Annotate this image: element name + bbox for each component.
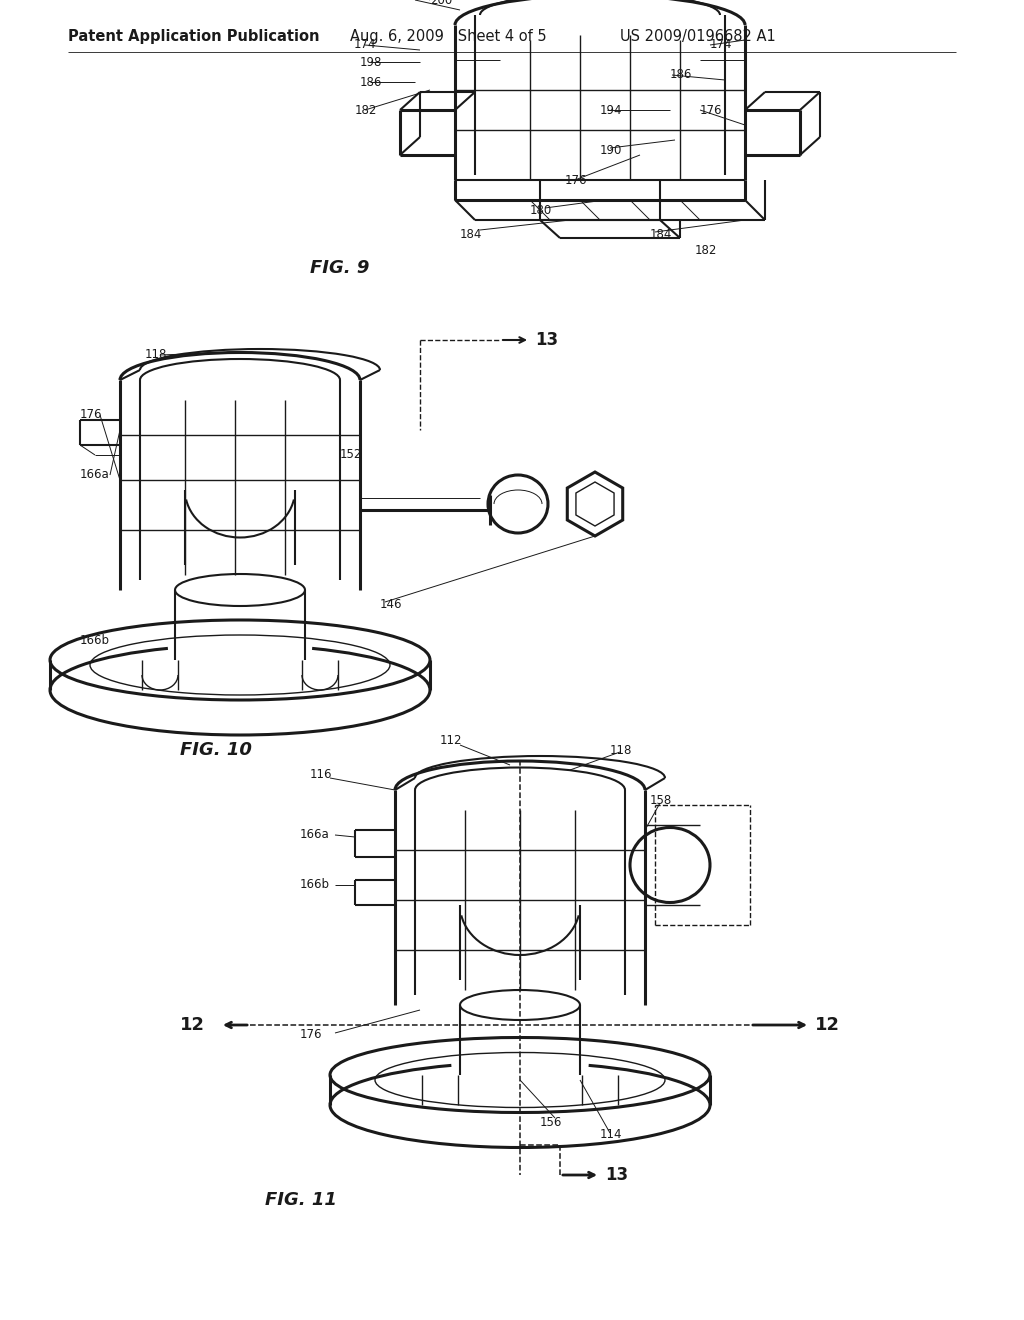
Text: 13: 13 <box>535 331 558 348</box>
Text: 198: 198 <box>360 55 382 69</box>
Text: 166b: 166b <box>300 879 330 891</box>
Text: 152: 152 <box>340 449 362 462</box>
Text: 166b: 166b <box>80 634 110 647</box>
Text: FIG. 10: FIG. 10 <box>180 741 252 759</box>
Text: 186: 186 <box>360 75 382 88</box>
Text: 182: 182 <box>695 243 718 256</box>
Text: 176: 176 <box>80 408 102 421</box>
Text: FIG. 9: FIG. 9 <box>310 259 370 277</box>
Text: 200: 200 <box>430 0 453 7</box>
Text: 146: 146 <box>380 598 402 611</box>
Text: 12: 12 <box>180 1016 205 1034</box>
Text: 12: 12 <box>815 1016 840 1034</box>
Text: 166a: 166a <box>300 829 330 842</box>
Text: 176: 176 <box>565 173 588 186</box>
Text: 13: 13 <box>605 1166 628 1184</box>
Text: 184: 184 <box>460 228 482 242</box>
Text: 156: 156 <box>540 1117 562 1130</box>
Text: 176: 176 <box>700 103 723 116</box>
Text: FIG. 11: FIG. 11 <box>265 1191 337 1209</box>
Text: 118: 118 <box>610 743 633 756</box>
Text: 112: 112 <box>440 734 463 747</box>
Text: 184: 184 <box>650 228 673 242</box>
Text: 182: 182 <box>355 103 378 116</box>
Text: 180: 180 <box>530 203 552 216</box>
Text: 116: 116 <box>310 768 333 781</box>
Text: 166a: 166a <box>80 469 110 482</box>
Text: 174: 174 <box>710 38 732 51</box>
Text: 114: 114 <box>600 1129 623 1142</box>
Text: 176: 176 <box>300 1028 323 1041</box>
Text: 190: 190 <box>600 144 623 157</box>
Text: 118: 118 <box>145 348 167 362</box>
Text: Patent Application Publication: Patent Application Publication <box>68 29 319 45</box>
Text: 194: 194 <box>600 103 623 116</box>
Text: 174: 174 <box>354 38 377 51</box>
Text: Aug. 6, 2009   Sheet 4 of 5: Aug. 6, 2009 Sheet 4 of 5 <box>350 29 547 45</box>
Text: 158: 158 <box>650 793 672 807</box>
Text: 186: 186 <box>670 69 692 82</box>
Text: US 2009/0196682 A1: US 2009/0196682 A1 <box>620 29 776 45</box>
